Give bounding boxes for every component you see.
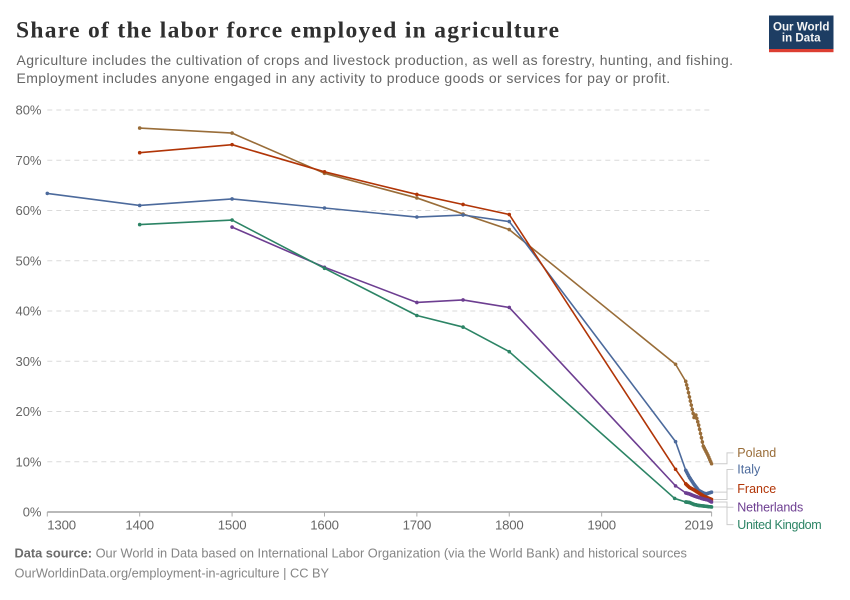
svg-text:1400: 1400 [125, 518, 154, 533]
svg-text:2019: 2019 [685, 518, 714, 533]
svg-text:1300: 1300 [47, 518, 76, 533]
svg-text:10%: 10% [15, 454, 41, 469]
svg-text:0%: 0% [23, 505, 42, 520]
svg-text:50%: 50% [15, 253, 41, 268]
svg-text:United Kingdom: United Kingdom [737, 518, 821, 532]
svg-text:France: France [737, 482, 776, 496]
svg-text:Share of the labor force emplo: Share of the labor force employed in agr… [16, 18, 560, 44]
svg-text:1600: 1600 [310, 518, 339, 533]
svg-text:40%: 40% [15, 304, 41, 319]
svg-text:1800: 1800 [495, 518, 524, 533]
svg-text:80%: 80% [15, 103, 41, 118]
svg-text:1500: 1500 [218, 518, 247, 533]
svg-text:Our World: Our World [773, 21, 829, 34]
svg-text:Data source: Our World in Data: Data source: Our World in Data based on … [15, 546, 687, 561]
svg-text:Poland: Poland [737, 446, 776, 460]
svg-text:Netherlands: Netherlands [737, 500, 803, 514]
svg-text:60%: 60% [15, 203, 41, 218]
svg-text:Employment includes anyone eng: Employment includes anyone engaged in an… [17, 70, 671, 86]
svg-text:20%: 20% [15, 404, 41, 419]
svg-text:1900: 1900 [587, 518, 616, 533]
svg-text:in Data: in Data [782, 32, 821, 45]
svg-text:Agriculture includes the culti: Agriculture includes the cultivation of … [17, 52, 734, 68]
svg-text:OurWorldinData.org/employment-: OurWorldinData.org/employment-in-agricul… [15, 566, 330, 581]
svg-text:Italy: Italy [737, 463, 761, 477]
svg-text:1700: 1700 [403, 518, 432, 533]
svg-text:30%: 30% [15, 354, 41, 369]
svg-text:70%: 70% [15, 153, 41, 168]
